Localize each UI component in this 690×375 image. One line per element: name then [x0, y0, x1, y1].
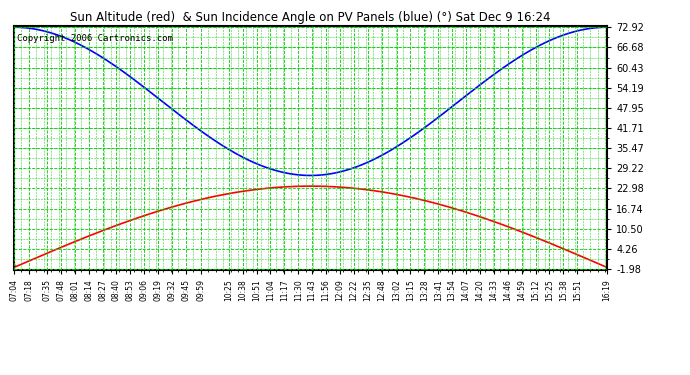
Text: Copyright 2006 Cartronics.com: Copyright 2006 Cartronics.com — [17, 34, 172, 43]
Title: Sun Altitude (red)  & Sun Incidence Angle on PV Panels (blue) (°) Sat Dec 9 16:2: Sun Altitude (red) & Sun Incidence Angle… — [70, 11, 551, 24]
